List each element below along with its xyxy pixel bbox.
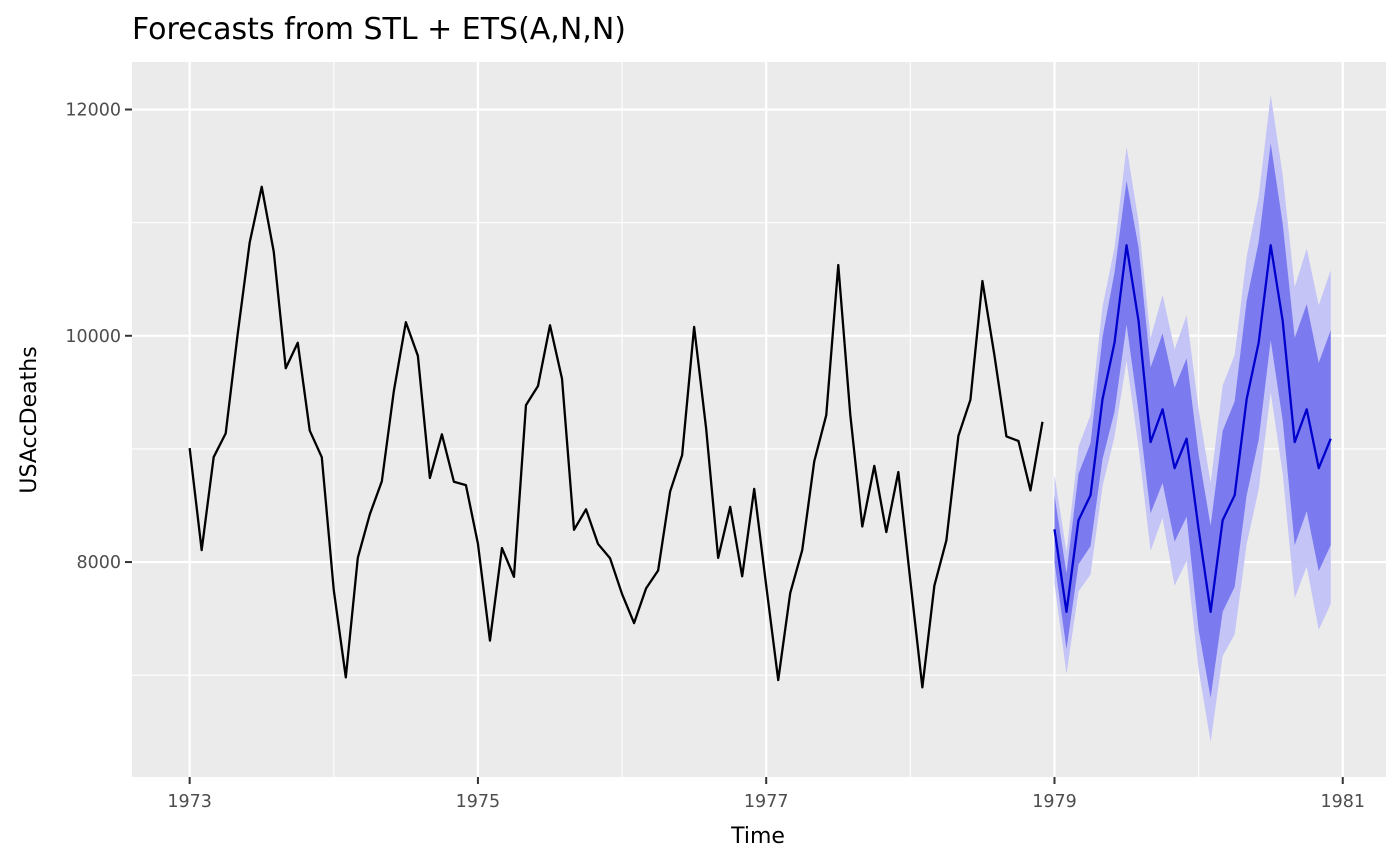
x-tick-label: 1979	[1032, 792, 1077, 812]
series-lines	[188, 185, 1332, 689]
axes: 1973 1975 1977 1979 1981 8000 10000 12000	[65, 101, 1365, 812]
major-gridlines	[132, 62, 1386, 777]
y-tick-label: 12000	[65, 101, 121, 121]
y-tick-label: 10000	[65, 327, 121, 347]
interval-80-band	[1054, 143, 1331, 698]
y-axis-title: USAccDeaths	[17, 346, 42, 493]
x-tick-label: 1973	[167, 792, 212, 812]
y-tick-label: 8000	[76, 553, 121, 573]
chart-title: Forecasts from STL + ETS(A,N,N)	[132, 12, 626, 47]
prediction-intervals	[1054, 94, 1331, 742]
x-tick-label: 1981	[1320, 792, 1365, 812]
x-tick-label: 1975	[456, 792, 501, 812]
observed-series-line	[188, 185, 1044, 689]
x-tick-label: 1977	[744, 792, 789, 812]
x-axis-title: Time	[730, 824, 785, 849]
forecast-mean-line	[1053, 244, 1332, 613]
